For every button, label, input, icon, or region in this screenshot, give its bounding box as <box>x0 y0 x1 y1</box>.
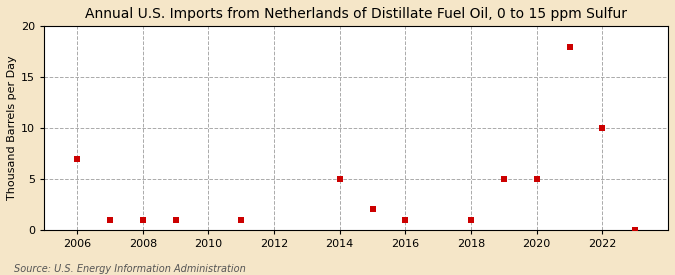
Point <box>466 218 477 222</box>
Point <box>564 45 575 49</box>
Point <box>597 126 608 130</box>
Point <box>367 207 378 212</box>
Title: Annual U.S. Imports from Netherlands of Distillate Fuel Oil, 0 to 15 ppm Sulfur: Annual U.S. Imports from Netherlands of … <box>85 7 627 21</box>
Point <box>334 177 345 181</box>
Point <box>105 218 115 222</box>
Point <box>170 218 181 222</box>
Point <box>531 177 542 181</box>
Y-axis label: Thousand Barrels per Day: Thousand Barrels per Day <box>7 56 17 200</box>
Point <box>400 218 411 222</box>
Text: Source: U.S. Energy Information Administration: Source: U.S. Energy Information Administ… <box>14 264 245 274</box>
Point <box>72 156 82 161</box>
Point <box>137 218 148 222</box>
Point <box>499 177 510 181</box>
Point <box>630 228 641 232</box>
Point <box>236 218 246 222</box>
